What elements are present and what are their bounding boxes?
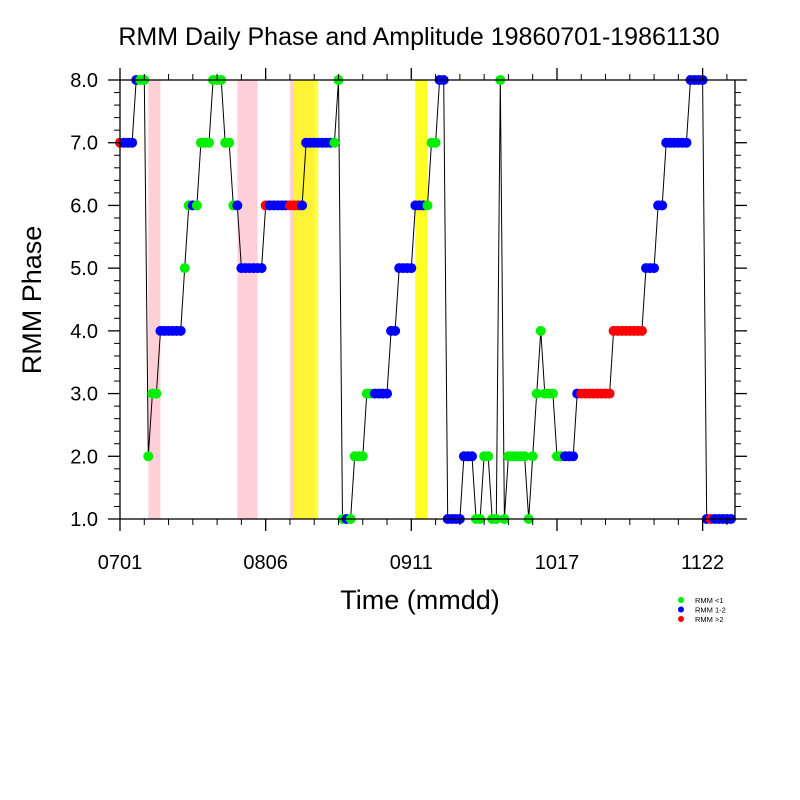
- y-tick-label-0: 1.0: [70, 509, 98, 531]
- shaded-period-1: [237, 80, 258, 519]
- data-point-140: [681, 137, 692, 148]
- data-point-76: [422, 200, 433, 211]
- data-point-53: [329, 137, 340, 148]
- data-point-134: [657, 200, 668, 211]
- legend-label-2: RMM >2: [695, 615, 724, 624]
- data-point-3: [127, 137, 138, 148]
- data-point-107: [547, 388, 558, 399]
- data-point-121: [604, 388, 615, 399]
- data-point-29: [232, 200, 243, 211]
- y-tick-label-4: 5.0: [70, 258, 98, 280]
- data-point-66: [382, 388, 393, 399]
- data-point-103: [531, 388, 542, 399]
- phase-points: [115, 75, 736, 524]
- plot-frame: [119, 79, 736, 520]
- y-tick-label-5: 6.0: [70, 195, 98, 217]
- shaded-period-3: [293, 80, 319, 519]
- x-tick-label-1: 0806: [243, 552, 288, 574]
- x-tick-label-4: 1122: [681, 552, 724, 574]
- data-point-7: [143, 451, 154, 462]
- data-point-19: [191, 200, 202, 211]
- chart-title: RMM Daily Phase and Amplitude 19860701-1…: [118, 23, 719, 51]
- data-point-72: [406, 263, 417, 274]
- data-point-22: [204, 137, 215, 148]
- data-point-132: [649, 263, 660, 274]
- data-point-87: [467, 451, 478, 462]
- y-axis-label: RMM Phase: [17, 226, 47, 375]
- data-point-78: [430, 137, 441, 148]
- y-tick-label-3: 4.0: [70, 321, 98, 343]
- legend-marker-2: [678, 616, 684, 622]
- data-point-100: [519, 451, 530, 462]
- data-point-91: [483, 451, 494, 462]
- legend-label-1: RMM 1-2: [695, 606, 726, 615]
- y-tick-label-2: 3.0: [70, 384, 98, 406]
- data-point-15: [175, 325, 186, 336]
- data-point-112: [568, 451, 579, 462]
- legend-label-0: RMM <1: [695, 596, 724, 605]
- data-point-102: [527, 451, 538, 462]
- shaded-periods: [148, 80, 428, 519]
- legend-marker-0: [678, 597, 684, 603]
- data-point-129: [636, 325, 647, 336]
- axes: 1.0 2.0 3.0 4.0 5.0 6.0 7.0 8.0 0701 0806 0911 1017…: [70, 68, 747, 574]
- data-point-60: [357, 451, 368, 462]
- x-tick-label-2: 0911: [390, 552, 433, 574]
- y-tick-label-6: 7.0: [70, 133, 98, 155]
- x-axis-label: Time (mmdd): [340, 585, 500, 615]
- data-point-68: [390, 325, 401, 336]
- data-point-104: [535, 325, 546, 336]
- data-point-45: [297, 200, 308, 211]
- data-point-27: [224, 137, 235, 148]
- y-tick-label-1: 2.0: [70, 446, 98, 468]
- shaded-period-4: [415, 80, 428, 519]
- y-tick-label-7: 8.0: [70, 70, 98, 92]
- data-point-9: [151, 388, 162, 399]
- legend-marker-1: [678, 606, 684, 613]
- data-point-35: [256, 263, 267, 274]
- x-tick-label-3: 1017: [535, 552, 580, 574]
- x-tick-label-0: 0701: [98, 552, 143, 574]
- data-point-16: [179, 263, 190, 274]
